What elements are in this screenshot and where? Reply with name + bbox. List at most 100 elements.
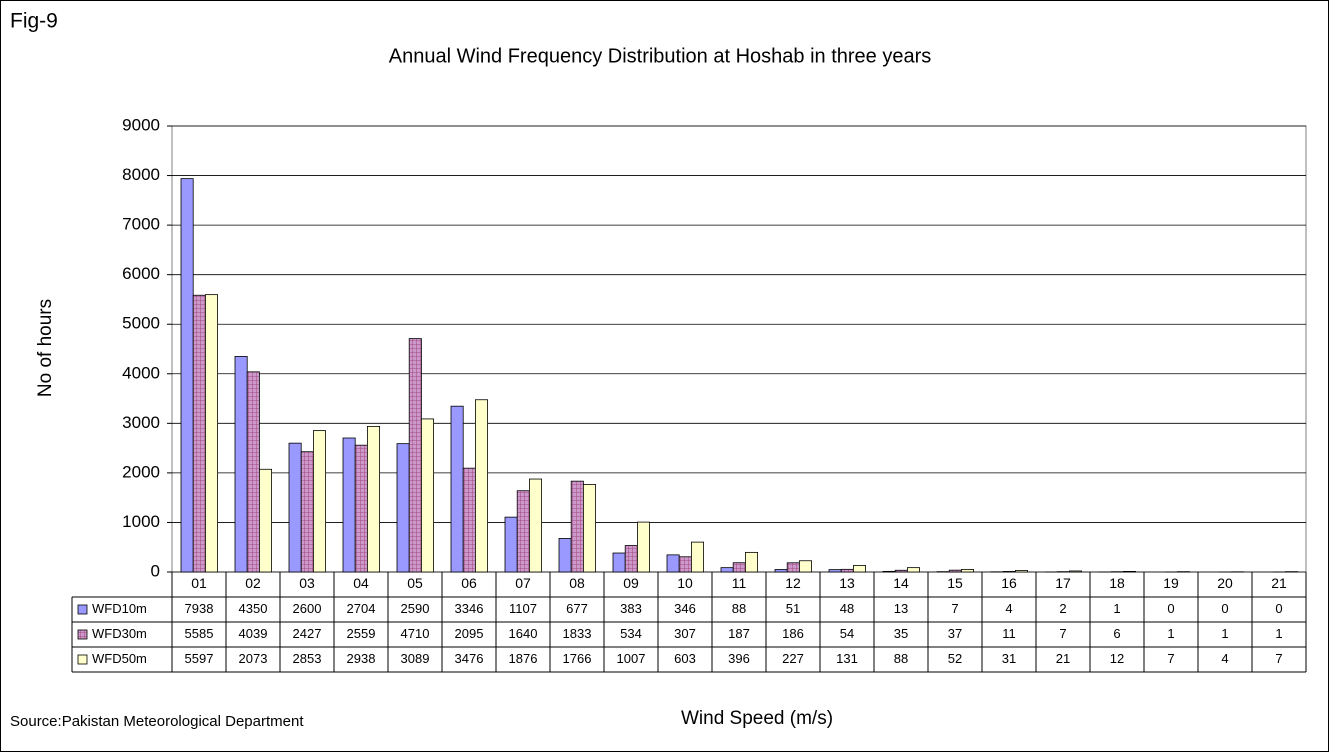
table-value: 4350 — [239, 601, 268, 616]
table-value: 2600 — [293, 601, 322, 616]
table-value: 1876 — [509, 651, 538, 666]
bar — [558, 538, 572, 573]
x-tick-label: 05 — [407, 575, 423, 591]
table-value: 534 — [620, 626, 642, 641]
bar — [516, 490, 530, 573]
bar — [948, 569, 962, 573]
bar — [678, 556, 692, 573]
table-value: 7 — [1059, 626, 1066, 641]
table-value: 3346 — [455, 601, 484, 616]
table-value: 2853 — [293, 651, 322, 666]
bar — [354, 444, 368, 573]
table-value: 1 — [1275, 626, 1282, 641]
table-value: 603 — [674, 651, 696, 666]
bar — [462, 467, 476, 573]
table-value: 186 — [782, 626, 804, 641]
y-tick-label: 4000 — [122, 363, 160, 382]
bar — [420, 418, 434, 573]
bar — [828, 569, 842, 573]
bar — [583, 484, 597, 573]
y-tick-label: 2000 — [122, 462, 160, 481]
table-value: 54 — [840, 626, 854, 641]
y-axis-label: No of hours — [35, 299, 56, 397]
figure-label: Fig-9 — [10, 10, 58, 33]
table-value: 2 — [1059, 601, 1066, 616]
table-value: 227 — [782, 651, 804, 666]
y-tick-label: 1000 — [122, 512, 160, 531]
bar — [637, 521, 651, 573]
table-value: 1 — [1221, 626, 1228, 641]
table-value: 6 — [1113, 626, 1120, 641]
x-tick-label: 14 — [893, 575, 909, 591]
x-tick-label: 08 — [569, 575, 585, 591]
y-tick-label: 8000 — [122, 165, 160, 184]
legend-swatch — [77, 604, 88, 615]
table-value: 2590 — [401, 601, 430, 616]
bar — [612, 552, 626, 573]
bar — [300, 451, 314, 573]
bar — [234, 356, 248, 573]
table-value: 37 — [948, 626, 962, 641]
table-value: 7 — [1167, 651, 1174, 666]
table-value: 346 — [674, 601, 696, 616]
x-tick-label: 20 — [1217, 575, 1233, 591]
x-axis-label: Wind Speed (m/s) — [681, 708, 833, 729]
x-tick-label: 01 — [191, 575, 207, 591]
x-tick-label: 17 — [1055, 575, 1071, 591]
table-value: 2427 — [293, 626, 322, 641]
bar — [691, 541, 705, 573]
table-value: 52 — [948, 651, 962, 666]
x-tick-label: 21 — [1271, 575, 1287, 591]
legend-swatch — [77, 654, 88, 665]
table-value: 4 — [1221, 651, 1228, 666]
x-tick-label: 04 — [353, 575, 369, 591]
bar — [853, 565, 867, 573]
table-value: 51 — [786, 601, 800, 616]
bar — [961, 569, 975, 573]
bar — [745, 551, 759, 573]
bar — [312, 430, 326, 573]
table-value: 131 — [836, 651, 858, 666]
table-value: 3476 — [455, 651, 484, 666]
y-tick-label: 7000 — [122, 215, 160, 234]
x-tick-label: 10 — [677, 575, 693, 591]
table-value: 1766 — [563, 651, 592, 666]
bar — [204, 294, 218, 573]
table-value: 2095 — [455, 626, 484, 641]
table-value: 1640 — [509, 626, 538, 641]
bar — [1123, 571, 1137, 573]
table-value: 2938 — [347, 651, 376, 666]
y-tick-label: 6000 — [122, 264, 160, 283]
bar — [774, 569, 788, 573]
bar — [288, 442, 302, 573]
bar — [1002, 571, 1016, 573]
bar — [180, 178, 194, 573]
table-value: 3089 — [401, 651, 430, 666]
table-value: 7 — [951, 601, 958, 616]
table-value: 4 — [1005, 601, 1012, 616]
bar — [529, 478, 543, 573]
legend-label: WFD10m — [92, 601, 147, 616]
legend-label: WFD50m — [92, 651, 147, 666]
table-value: 21 — [1056, 651, 1070, 666]
table-value: 0 — [1167, 601, 1174, 616]
bar — [450, 405, 464, 573]
table-value: 1 — [1167, 626, 1174, 641]
table-value: 1833 — [563, 626, 592, 641]
table-value: 88 — [894, 651, 908, 666]
y-tick-label: 5000 — [122, 314, 160, 333]
table-value: 12 — [1110, 651, 1124, 666]
table-value: 48 — [840, 601, 854, 616]
bar — [342, 437, 356, 573]
x-tick-label: 16 — [1001, 575, 1017, 591]
bar — [570, 480, 584, 573]
table-value: 1107 — [509, 601, 537, 616]
table-value: 2704 — [347, 601, 376, 616]
table-value: 5585 — [185, 626, 214, 641]
table-value: 4710 — [401, 626, 430, 641]
bar — [882, 570, 896, 573]
bar — [786, 562, 800, 573]
y-tick-label: 9000 — [122, 115, 160, 134]
legend-label: WFD30m — [92, 626, 147, 641]
